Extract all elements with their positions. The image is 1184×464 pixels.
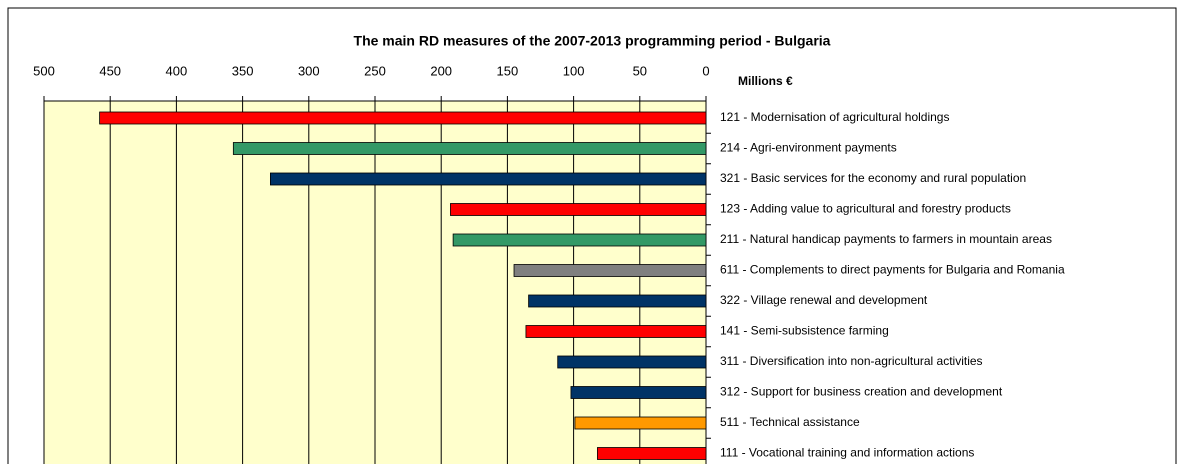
y-tick-label: 511 - Technical assistance xyxy=(720,415,860,429)
y-tick-label: 311 - Diversification into non-agricultu… xyxy=(720,354,983,368)
x-tick-label: 200 xyxy=(430,63,452,78)
y-tick-label: 321 - Basic services for the economy and… xyxy=(720,171,1026,185)
bar xyxy=(597,447,707,460)
x-tick-label: 100 xyxy=(563,63,585,78)
bar xyxy=(450,203,707,216)
bar xyxy=(525,325,707,338)
y-tick-label: 312 - Support for business creation and … xyxy=(720,385,1003,399)
bar xyxy=(574,416,707,430)
y-tick-label: 111 - Vocational training and informatio… xyxy=(720,446,974,460)
x-tick-label: 350 xyxy=(232,63,254,78)
x-tick-label: 50 xyxy=(633,63,647,78)
bar xyxy=(528,294,707,308)
bar xyxy=(557,355,707,369)
y-tick-label: 141 - Semi-subsistence farming xyxy=(720,324,889,338)
bar xyxy=(270,172,707,186)
x-tick-label: 400 xyxy=(166,63,188,78)
y-tick-label: 123 - Adding value to agricultural and f… xyxy=(720,202,1011,216)
x-tick-label: 450 xyxy=(99,63,121,78)
bar xyxy=(452,233,707,247)
y-tick-label: 211 - Natural handicap payments to farme… xyxy=(720,232,1052,246)
y-tick-label: 322 - Village renewal and development xyxy=(720,293,928,307)
bar xyxy=(99,111,707,125)
y-tick-label: 121 - Modernisation of agricultural hold… xyxy=(720,110,949,124)
bar xyxy=(570,386,707,399)
bar xyxy=(232,142,707,155)
y-tick-label: 214 - Agri-environment payments xyxy=(720,141,897,155)
x-tick-label: 0 xyxy=(702,63,709,78)
x-tick-label: 250 xyxy=(364,63,386,78)
x-tick-label: 150 xyxy=(497,63,519,78)
y-tick-label: 611 - Complements to direct payments for… xyxy=(720,263,1065,277)
bar xyxy=(513,264,707,277)
x-tick-label: 500 xyxy=(33,63,55,78)
chart-title: The main RD measures of the 2007-2013 pr… xyxy=(354,33,831,49)
axis-label: Millions € xyxy=(738,74,793,88)
x-tick-label: 300 xyxy=(298,63,320,78)
